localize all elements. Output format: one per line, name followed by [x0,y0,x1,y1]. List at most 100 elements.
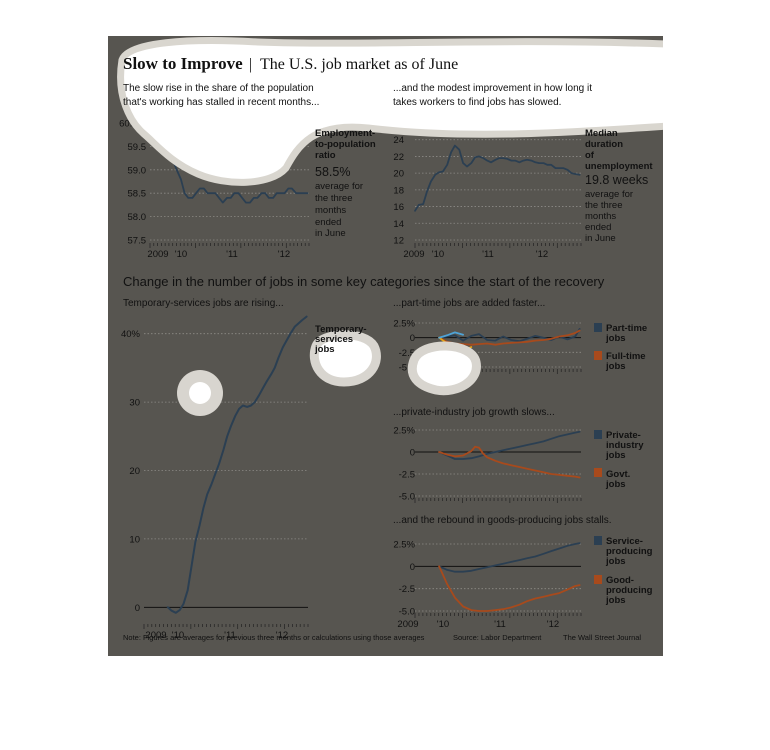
annotation-note: average for [585,189,633,200]
x-tick-label: '11 [482,249,494,260]
annotation-title: of [585,150,595,161]
y-tick-label: 10 [129,534,140,545]
annotation-note: ended [315,217,341,228]
infographic: 60.0%59.559.058.558.057.52009'10'11'1226… [108,36,663,656]
legend-swatch [594,351,602,360]
legend-label: services [315,334,353,345]
good-producing-jobs-line [438,565,581,612]
legend-service: Service- producing jobs [594,536,653,567]
y-tick-label: 59.5 [128,142,147,153]
y-tick-label: -5.0 [399,363,415,374]
x-tick-label: '12 [536,249,548,260]
x-tick-label: '12 [278,249,290,260]
highlight-3-line [438,331,465,339]
annotation-note: ended [585,222,611,233]
legend-label: jobs [605,361,626,372]
charts-layer: 60.0%59.559.058.558.057.52009'10'11'1226… [119,119,582,641]
overlay-blob-right [407,341,481,396]
annotation-note: in June [585,233,616,244]
caption-line: that's working has stalled in recent mon… [123,97,319,108]
y-tick-label: -2.5 [399,348,415,359]
y-tick-label: -2.5 [399,470,415,481]
y-tick-label: 2.5% [393,540,415,551]
x-tick-label: '12 [276,630,288,641]
highlight-0-line [414,144,581,212]
legend-swatch [594,536,602,545]
legend-label: Part-time [606,323,647,334]
chart-title: Slow to Improve [123,54,243,73]
annotation-title: ratio [315,150,336,161]
legend-label: jobs [314,344,335,355]
caption-line: ...and the modest improvement in how lon… [393,83,592,94]
govt-jobs-line [438,445,581,479]
footer: Note: Figures are averages for previous … [123,633,641,642]
y-tick-label: 14 [393,219,404,230]
y-tick-label: 20 [129,466,140,477]
y-tick-label: 2.5% [393,426,415,437]
annotation-note: the three [315,193,353,204]
legend-goods: Good- producing jobs [594,575,653,606]
y-tick-label: 57.5 [128,236,147,247]
legend-swatch [594,323,602,332]
legend-label: jobs [605,556,626,567]
annotation-note: months [315,205,346,216]
chart-part-full-time: 2.5% 0 -2.5 -5.0 [393,319,582,374]
legend-label: Temporary- [315,324,367,335]
y-tick-label: 16 [393,202,404,213]
y-tick-label: 24 [393,135,404,146]
header-blob [117,37,663,186]
legend-swatch [594,575,602,584]
annotation-value: 58.5% [315,165,350,179]
x-tick-label: '11 [224,630,236,641]
overlay-blobs [117,37,663,416]
legend-label: producing [606,546,653,557]
x-tick-label: '12 [547,619,559,630]
x-tick-label: '10 [172,630,184,641]
infographic-svg: 60.0%59.559.058.558.057.52009'10'11'1226… [108,36,663,656]
x-tick-label: '10 [432,249,444,260]
y-tick-label: 30 [129,398,140,409]
y-tick-label: -5.0 [399,607,415,618]
annotation-title: to-population [315,139,376,150]
x-tick-label: 2009 [147,249,168,260]
y-tick-label: 20 [393,169,404,180]
chart-subtitle: The U.S. job market as of June [260,56,458,73]
legend-part-time: Part-time jobs [594,323,647,344]
legend-full-time: Full-time jobs [594,351,646,372]
y-tick-label: 59.0 [128,165,147,176]
legend-label: Private- [606,430,641,441]
legend-label: jobs [605,333,626,344]
unemp-annotation: Median duration of unemployment 19.8 wee… [585,128,653,244]
annotation-note: months [585,211,616,222]
chart-private-govt: 2.5% 0 -2.5 -5.0 [393,426,582,503]
y-tick-label: 40% [121,329,141,340]
section-title: Change in the number of jobs in some key… [123,274,605,289]
panel-title-private: ...private-industry job growth slows... [393,407,555,418]
highlight-0-line [172,159,309,204]
caption-line: The slow rise in the share of the popula… [123,83,314,94]
panel-title-goods: ...and the rebound in goods-producing jo… [393,515,611,526]
legend-govt: Govt. jobs [594,468,630,490]
x-tick-label: 2009 [145,630,166,641]
legend-label: jobs [605,595,626,606]
legend-label: Good- [606,575,634,586]
y-tick-label: 18 [393,185,404,196]
annotation-value: 19.8 weeks [585,173,648,187]
panel-title-temp: Temporary-services jobs are rising... [123,298,284,309]
annotation-note: in June [315,228,346,239]
caption-line: takes workers to find jobs has slowed. [393,97,561,108]
footer-credit: The Wall Street Journal [563,633,641,642]
y-tick-label: 58.5 [128,189,147,200]
x-tick-label: 2009 [403,249,424,260]
emp-ratio-annotation: Employment- to-population ratio 58.5% av… [315,128,376,239]
legend-label: Govt. [606,469,630,480]
y-tick-label: 58.0 [128,212,147,223]
legend-label: producing [606,585,653,596]
y-tick-label: 12 [393,236,404,247]
top-left-caption: The slow rise in the share of the popula… [123,83,319,108]
legend-label: industry [606,440,644,451]
y-tick-label: 0 [135,603,140,614]
temporary-services-jobs-line [166,315,308,614]
title-divider: | [249,56,252,73]
y-tick-label: 2.5% [393,319,415,330]
